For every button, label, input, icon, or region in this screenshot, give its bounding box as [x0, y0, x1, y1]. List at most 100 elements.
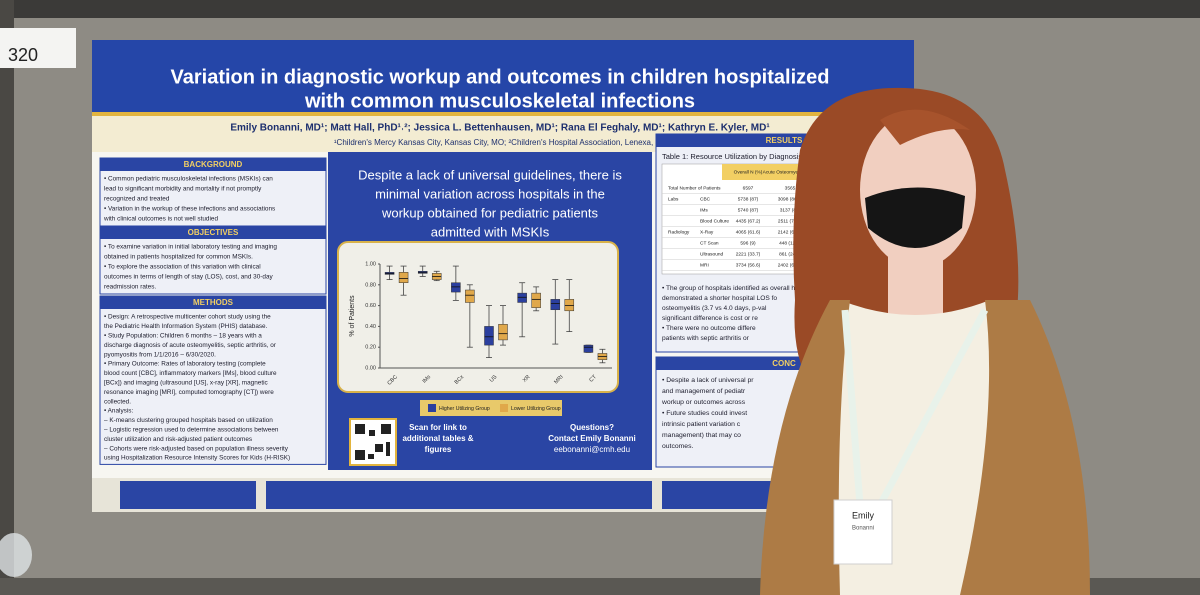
section-header-bar: [100, 158, 326, 171]
x-tick-label: US: [489, 374, 499, 384]
table-cell: X-Ray: [700, 229, 714, 235]
section-box: [99, 295, 327, 465]
y-axis-label: % of Patients: [349, 295, 356, 337]
section-line: obtained in patients hospitalized for co…: [104, 254, 253, 261]
questions: Contact Emily Bonanni: [548, 434, 636, 443]
lanyard: [841, 308, 989, 507]
table-cell: IMs: [700, 207, 708, 213]
questions: Questions?: [570, 423, 614, 432]
board-edge: [0, 0, 14, 595]
board-frame: [0, 0, 1200, 18]
y-tick-label: 0.60: [365, 303, 376, 309]
table-column-header: Overall N (%): [734, 169, 763, 175]
box: [465, 289, 475, 303]
conclusion-line: • Future studies could invest: [662, 410, 747, 417]
key-message: minimal variation across hospitals in th…: [375, 186, 605, 201]
table-column-header: Acute Osteomyelitis N(%): [763, 169, 818, 175]
legend-label: Lower Utilizing Group: [511, 406, 561, 412]
section-line: blood count [CBC], inflammatory markers …: [104, 370, 277, 377]
key-message: Despite a lack of universal guidelines, …: [358, 167, 622, 182]
cardigan-right: [960, 300, 1090, 595]
table-cell: CT Scan: [700, 240, 719, 246]
table-cell: Total Number of Patients: [668, 185, 721, 191]
scan-note: Scan for link to: [409, 423, 467, 432]
legend-swatch: [428, 404, 436, 412]
section-line: lead to significant morbidity and mortal…: [104, 186, 262, 193]
section-heading: OBJECTIVES: [188, 228, 239, 237]
section-line: – Cohorts were risk-adjusted based on po…: [104, 445, 289, 452]
section-line: discharge diagnosis of acute osteomyelit…: [104, 342, 277, 349]
y-tick-label: 0.00: [365, 365, 376, 371]
table-cell: 596 (9): [740, 240, 756, 246]
legend-label: Higher Utilizing Group: [439, 406, 490, 412]
footer-block: [120, 481, 256, 509]
table-cell: 448 (12.6): [779, 240, 801, 246]
x-tick-label: MRI: [553, 374, 565, 386]
table-cell: 2511 (70.4): [778, 218, 803, 224]
box: [484, 326, 494, 346]
section-heading: METHODS: [193, 298, 234, 307]
cardigan-left: [760, 300, 850, 595]
table-cell: 4435 (67.2): [736, 218, 761, 224]
table-cell: 5738 (87): [738, 196, 759, 202]
badge-surname: Bonanni: [852, 526, 874, 532]
conclusion-line: outcomes.: [662, 443, 693, 450]
table-title: Table 1: Resource Utilization by Diagnos…: [662, 152, 802, 161]
results-bullet: • The group of hospitals identified as o…: [662, 285, 797, 292]
y-tick-label: 0.80: [365, 282, 376, 288]
section-line: readmission rates.: [104, 284, 156, 291]
section-line: • To explore the association of this var…: [104, 264, 261, 271]
badge-name: Emily: [852, 510, 874, 520]
qr-pattern: [355, 424, 391, 460]
table-cell: 4065 (61.6): [736, 229, 761, 235]
section-line: resonance imaging [MRI], computed tomogr…: [104, 389, 274, 396]
table-cell: 3137 (88): [780, 207, 801, 213]
x-tick-label: BCx: [454, 374, 466, 386]
booth-number: 320: [8, 45, 38, 65]
table-cell: 3098 (86.9): [778, 196, 803, 202]
footer-block: [266, 481, 652, 509]
section-line: pyomyositis from 1/1/2016 – 6/30/2020.: [104, 351, 216, 358]
results-bullet: demonstrated a shorter hospital LOS fo: [662, 295, 777, 302]
conclusion-line: management) that may co: [662, 432, 741, 439]
neck: [888, 255, 943, 315]
poster-title: with common musculoskeletal infections: [304, 90, 695, 112]
key-message: admitted with MSKIs: [431, 224, 550, 239]
box: [517, 292, 527, 303]
legend-swatch: [500, 404, 508, 412]
section-line: • Primary Outcome: Rates of laboratory t…: [104, 361, 266, 368]
section-line: • Study Population: Children 6 months – …: [104, 332, 262, 339]
section-line: outcomes in terms of length of stay (LOS…: [104, 274, 274, 281]
section-heading: BACKGROUND: [184, 160, 243, 169]
badge: [833, 499, 893, 565]
conclusion-line: • Despite a lack of universal pr: [662, 377, 754, 384]
y-tick-label: 0.20: [365, 345, 376, 351]
x-tick-label: XR: [522, 374, 532, 384]
box: [583, 344, 594, 353]
box: [498, 324, 508, 341]
y-tick-label: 1.00: [365, 261, 376, 267]
section-line: [BCx]) and imaging (ultrasound [US], x-r…: [104, 379, 269, 386]
table-cell: 6597: [743, 185, 754, 191]
hair-fringe: [880, 109, 970, 145]
results-bullet: • There were no outcome differe: [662, 325, 756, 332]
section-line: • To examine variation in initial labora…: [104, 244, 277, 251]
results-bullet: significant difference is cost or re: [662, 315, 758, 322]
table-cell: 2142 (60.1): [778, 229, 803, 235]
table-cell: Blood Culture: [700, 218, 729, 224]
poster-header: [92, 40, 914, 114]
box: [398, 272, 409, 283]
x-tick-label: IMs: [422, 374, 433, 385]
box: [564, 299, 575, 312]
header-rule: [92, 112, 914, 116]
table-cell: 2221 (33.7): [736, 251, 761, 257]
x-tick-label: CT: [588, 374, 598, 384]
box: [531, 292, 541, 308]
booth-sign: [0, 28, 76, 68]
box: [451, 282, 461, 293]
table-cell: 861 (24.2): [779, 251, 801, 257]
legend-box: [420, 400, 562, 416]
section-line: cluster utilization and risk-adjusted pa…: [104, 436, 252, 443]
section-line: recognized and treated: [104, 196, 170, 203]
table-cell: MRI: [700, 262, 709, 268]
